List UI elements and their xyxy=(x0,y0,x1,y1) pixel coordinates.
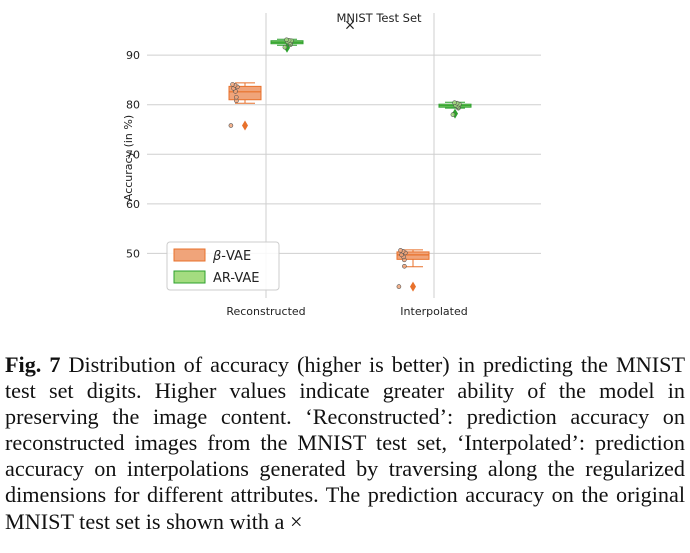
data-point xyxy=(452,100,457,106)
legend-swatch-beta-vae xyxy=(173,248,206,262)
data-point xyxy=(402,263,407,269)
data-points xyxy=(228,37,462,289)
y-tick-label: 80 xyxy=(126,99,140,112)
data-point xyxy=(234,94,239,100)
x-tick-label: Interpolated xyxy=(400,305,467,318)
data-point xyxy=(398,248,403,253)
y-tick-label: 60 xyxy=(126,198,140,211)
legend-label-ar-vae: AR-VAE xyxy=(213,271,260,286)
legend-swatch-ar-vae xyxy=(173,270,206,284)
outlier-marker xyxy=(242,120,248,131)
data-point xyxy=(230,82,235,87)
legend-label-beta-vae: β-VAE xyxy=(212,249,251,264)
box xyxy=(396,251,430,260)
data-point xyxy=(228,123,234,128)
grid-lines xyxy=(147,13,541,298)
outlier-marker xyxy=(410,281,416,292)
data-point xyxy=(450,112,456,117)
box-plot-chart: 50 60 70 80 90 Reconstructed Interpolated MNIS… xyxy=(122,11,541,318)
y-tick-label: 90 xyxy=(126,49,140,62)
data-point xyxy=(282,44,288,50)
axes: 50 60 70 80 90 Reconstructed Interpolated xyxy=(126,49,468,318)
y-axis-label: Accuracy (in %) xyxy=(122,115,135,201)
data-point xyxy=(284,37,289,43)
y-tick-label: 70 xyxy=(126,148,140,161)
caption-text: Distribution of accuracy (higher is bett… xyxy=(5,352,686,534)
chart-title: MNIST Test Set xyxy=(336,11,422,25)
legend: β-VAE AR-VAE xyxy=(166,241,280,291)
caption-label: Fig. 7 xyxy=(5,352,61,377)
figure-caption: Fig. 7 Distribution of accuracy (higher … xyxy=(5,352,685,535)
data-point xyxy=(396,284,402,289)
y-tick-label: 50 xyxy=(126,247,140,260)
legend-label-beta-suffix: -VAE xyxy=(221,249,251,264)
legend-label-beta-symbol: β xyxy=(212,249,221,264)
reference-marker: × xyxy=(344,17,356,33)
x-tick-label: Reconstructed xyxy=(226,305,305,318)
